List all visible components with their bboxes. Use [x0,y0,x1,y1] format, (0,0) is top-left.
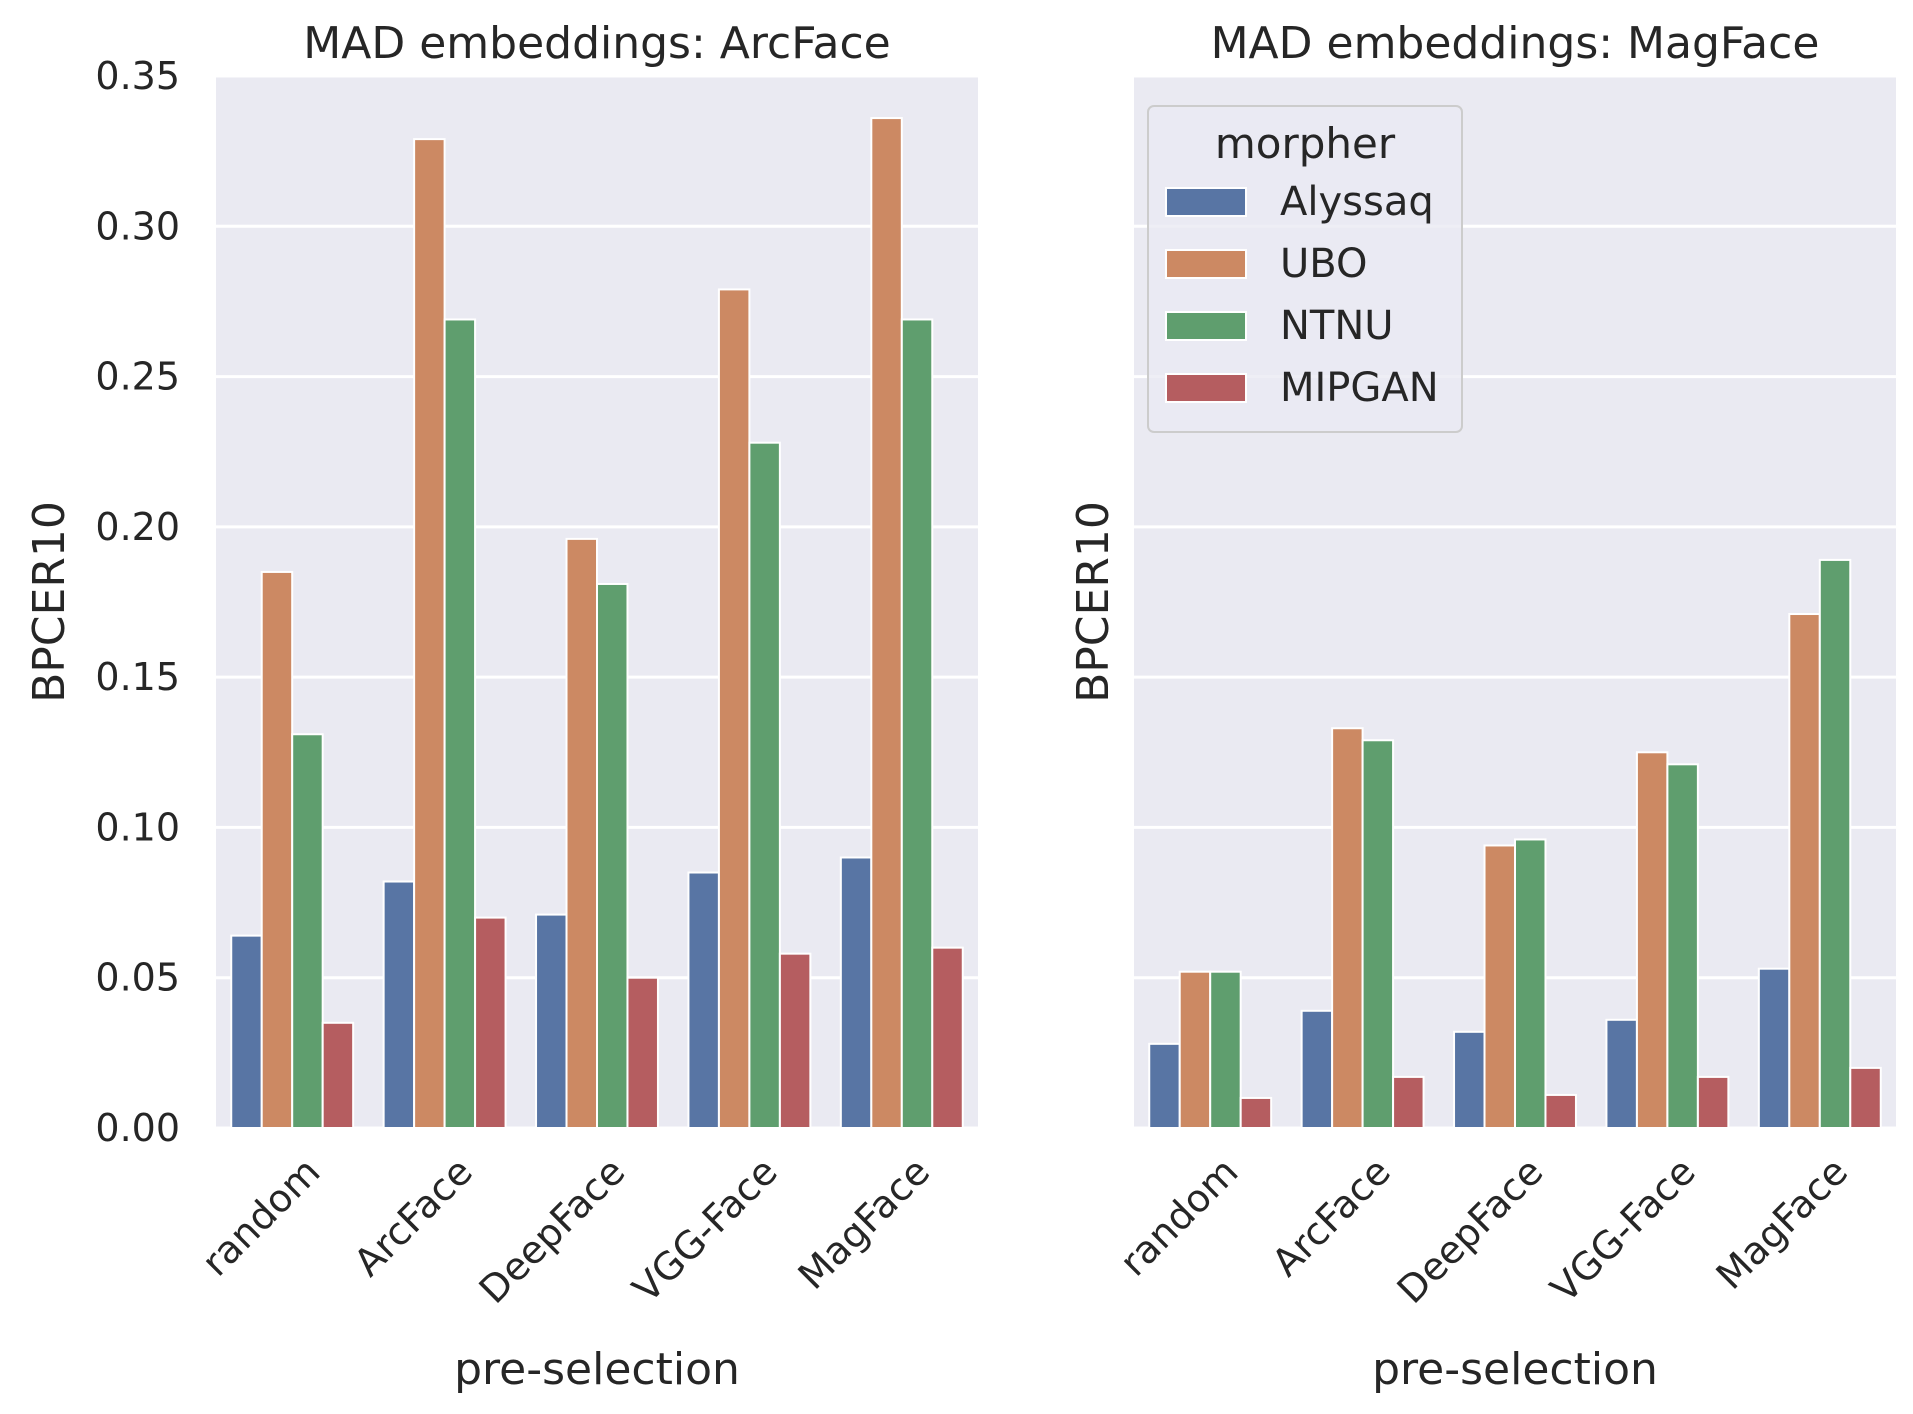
bar-ubo-vgg-face [717,288,751,1129]
x-tick-label: VGG-Face [624,1149,786,1311]
y-tick-label: 0.05 [95,956,180,1000]
chart-title: MAD embeddings: ArcFace [303,18,890,69]
bar-alyssaq-deepface [1453,1030,1486,1129]
y-axis-label: BPCER10 [24,501,75,703]
bar-ntnu-arcface [1361,739,1395,1130]
legend-swatch-alyssaq [1165,187,1247,217]
bars [1148,558,1882,1130]
bar-mipgan-vgg-face [778,952,812,1129]
bar-mipgan-random [1239,1096,1273,1130]
legend-swatch-ubo [1165,249,1247,279]
bar-mipgan-arcface [474,916,507,1129]
bar-ubo-magface [1788,613,1821,1129]
y-tick-label: 0.25 [95,355,180,399]
bar-alyssaq-deepface [535,913,568,1130]
bar-alyssaq-vgg-face [1605,1018,1638,1130]
bar-mipgan-random [321,1021,355,1129]
y-tick-labels: 0.00 0.05 0.10 0.15 0.20 0.25 0.30 0.35 [95,54,180,1150]
x-tick-label: DeepFace [471,1149,634,1312]
x-tick-label: random [193,1149,328,1284]
bar-ntnu-vgg-face [748,441,781,1129]
legend-label-mipgan: MIPGAN [1280,365,1439,411]
x-axis-label: pre-selection [454,1344,740,1395]
y-tick-label: 0.10 [95,805,180,849]
x-tick-label: MagFace [1708,1149,1857,1298]
x-tick-label: DeepFace [1389,1149,1552,1312]
x-tick-label: ArcFace [1263,1149,1398,1284]
bar-mipgan-deepface [626,976,659,1130]
x-tick-label: VGG-Face [1542,1149,1704,1311]
bars [230,117,964,1130]
x-axis-label: pre-selection [1372,1344,1658,1395]
bar-alyssaq-arcface [382,880,416,1129]
bar-ntnu-arcface [443,318,477,1130]
bar-ubo-random [1178,970,1212,1130]
y-axis-label: BPCER10 [1068,501,1119,703]
bar-ntnu-magface [900,318,934,1130]
bar-ntnu-deepface [1514,838,1547,1129]
y-tick-label: 0.20 [95,505,180,549]
arcface-panel: 0.00 0.05 0.10 0.15 0.20 0.25 0.30 0.35 random A… [24,18,978,1395]
bar-ubo-deepface [1483,844,1517,1129]
legend-label-ntnu: NTNU [1280,303,1394,349]
bar-ubo-deepface [565,537,599,1129]
x-tick-label: MagFace [790,1149,939,1298]
y-tick-label: 0.35 [95,54,180,98]
bar-mipgan-vgg-face [1696,1075,1730,1129]
bar-mipgan-deepface [1544,1093,1577,1129]
bar-ubo-random [260,570,294,1129]
bar-alyssaq-magface [839,856,873,1129]
y-tick-label: 0.15 [95,655,180,699]
bar-ubo-magface [870,117,903,1129]
bar-alyssaq-arcface [1300,1009,1334,1130]
legend-swatch-mipgan [1165,373,1247,403]
legend-swatch-ntnu [1165,311,1247,341]
bar-alyssaq-magface [1757,967,1791,1129]
legend-label-alyssaq: Alyssaq [1280,179,1434,225]
legend: morpher Alyssaq UBO NTNU MIPGAN [1147,105,1463,433]
bar-mipgan-arcface [1392,1075,1425,1129]
bar-ubo-vgg-face [1635,751,1669,1129]
bar-alyssaq-random [1148,1042,1181,1129]
bar-alyssaq-random [230,934,263,1129]
bar-alyssaq-vgg-face [687,871,720,1129]
bar-mipgan-magface [1849,1066,1882,1130]
bar-mipgan-magface [931,946,964,1130]
y-tick-label: 0.00 [95,1106,180,1150]
bar-ntnu-vgg-face [1666,763,1699,1130]
bar-ntnu-random [291,733,324,1129]
bar-ubo-arcface [1331,727,1364,1129]
x-tick-label: random [1111,1149,1246,1284]
bar-ntnu-random [1209,970,1242,1130]
y-tick-label: 0.30 [95,204,180,248]
bar-ubo-arcface [413,138,446,1129]
legend-title: morpher [1215,119,1396,168]
chart-title: MAD embeddings: MagFace [1211,18,1820,69]
bar-ntnu-magface [1818,558,1852,1129]
bar-ntnu-deepface [596,582,629,1129]
legend-label-ubo: UBO [1280,241,1368,287]
x-tick-label: ArcFace [345,1149,480,1284]
